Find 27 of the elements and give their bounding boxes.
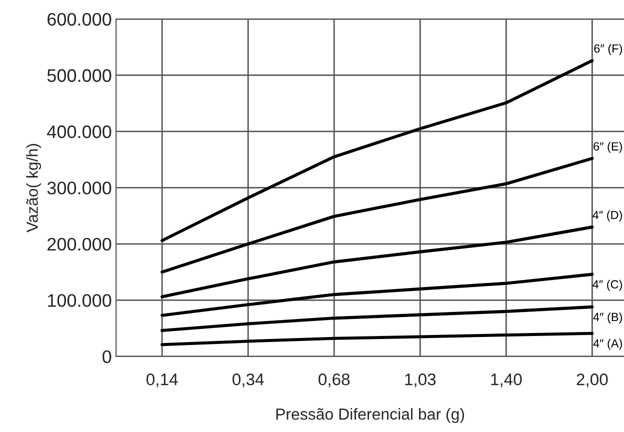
series-label: 4″ (B) bbox=[593, 312, 622, 324]
series-label: 6″ (F) bbox=[594, 44, 622, 56]
y-tick-label: 300.000 bbox=[47, 182, 112, 194]
x-tick-label: 2,00 bbox=[576, 374, 608, 388]
line-series bbox=[160, 305, 594, 332]
x-tick-label: 0,68 bbox=[318, 374, 350, 388]
line-series bbox=[160, 226, 594, 298]
y-tick-label: 200.000 bbox=[48, 238, 112, 251]
x-tick-label: 1,03 bbox=[405, 374, 436, 388]
line-series bbox=[160, 332, 594, 346]
y-axis-title: Vazão( kg/h) bbox=[26, 144, 42, 232]
series-label: 4″ (D) bbox=[592, 210, 622, 222]
line-series bbox=[160, 59, 594, 242]
x-tick-label: 0,34 bbox=[232, 374, 264, 388]
y-tick-label: 600.000 bbox=[48, 12, 112, 26]
series-label: 4″ (C) bbox=[592, 280, 622, 291]
series-label: 4″ (A) bbox=[593, 338, 622, 350]
y-tick-label: 0 bbox=[102, 350, 112, 364]
x-axis-title: Pressão Diferencial bar (g) bbox=[276, 408, 464, 423]
series-label: 6″ (E) bbox=[594, 142, 622, 153]
x-tick-label: 1,40 bbox=[491, 374, 522, 388]
line-series bbox=[160, 156, 594, 274]
y-tick-label: 500.000 bbox=[47, 69, 112, 82]
x-tick-label: 0,14 bbox=[146, 374, 178, 388]
line-series bbox=[160, 272, 594, 317]
y-tick-label: 400.000 bbox=[47, 125, 112, 138]
y-tick-label: 100.000 bbox=[48, 294, 112, 307]
